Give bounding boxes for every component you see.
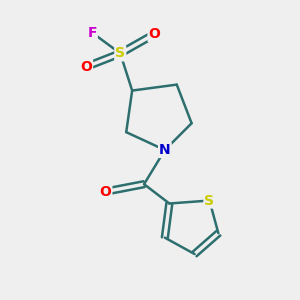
Text: F: F: [87, 26, 97, 40]
Text: O: O: [100, 184, 111, 199]
Text: S: S: [115, 46, 125, 60]
Text: S: S: [204, 194, 214, 208]
Text: O: O: [148, 27, 160, 41]
Text: N: N: [159, 143, 171, 157]
Text: O: O: [80, 60, 92, 74]
